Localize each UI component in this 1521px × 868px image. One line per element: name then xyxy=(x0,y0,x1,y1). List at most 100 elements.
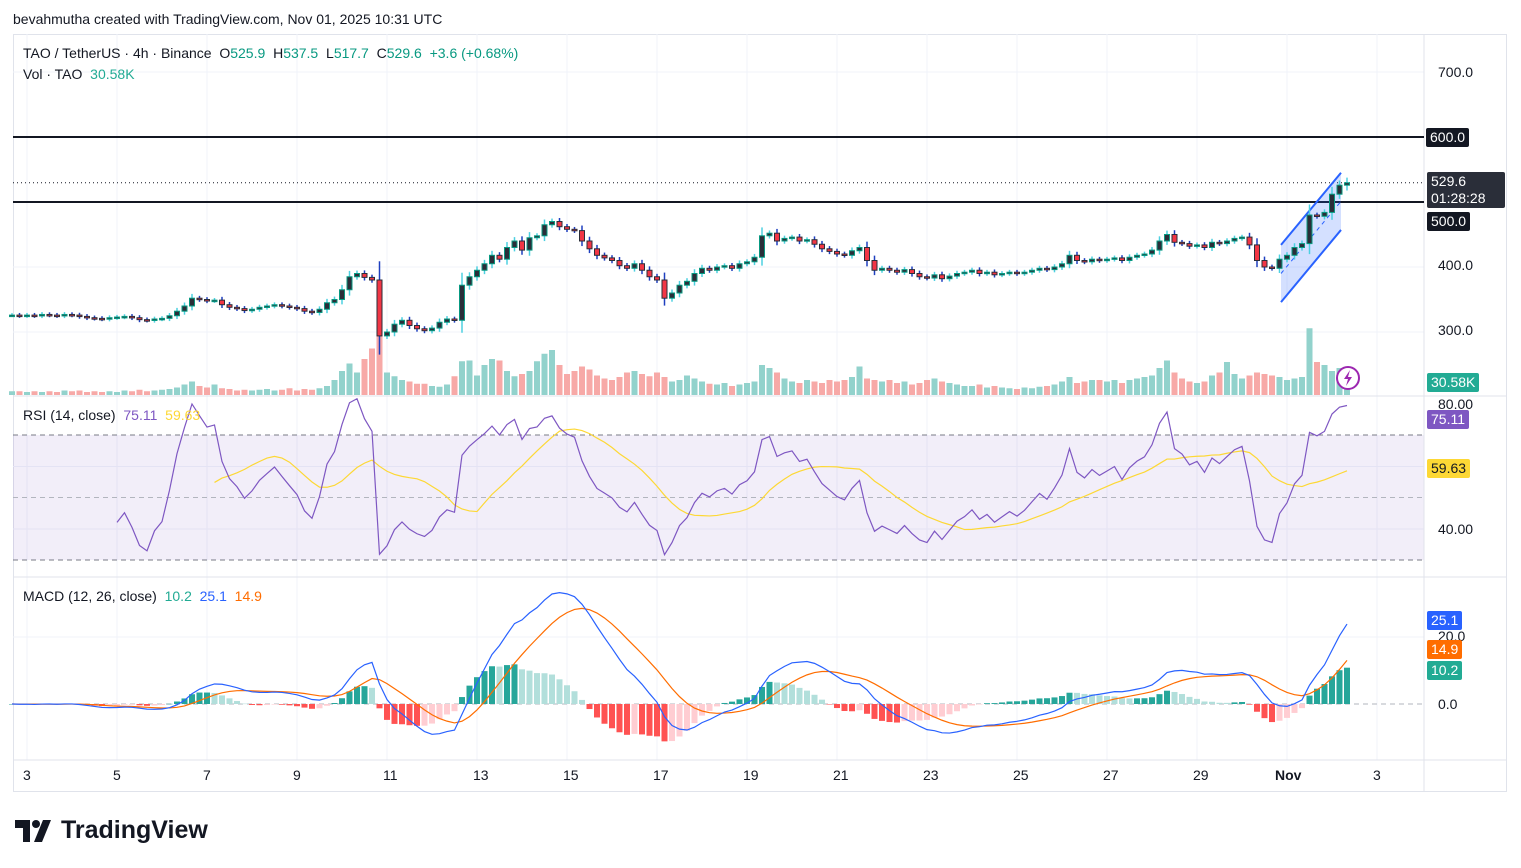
macd-histogram-bar xyxy=(1089,694,1095,704)
level-600-tag: 600.0 xyxy=(1426,128,1470,147)
macd-histogram-bar xyxy=(631,704,638,734)
volume-bars xyxy=(9,305,1350,395)
macd-histogram-bar xyxy=(879,704,885,721)
volume-bar xyxy=(609,380,615,395)
volume-bar xyxy=(526,371,533,395)
volume-bar xyxy=(841,380,848,395)
macd-histogram-bar xyxy=(474,677,480,704)
rsi-tick: 80.00 xyxy=(1438,396,1474,412)
rsi-legend: RSI (14, close) 75.11 59.63 xyxy=(23,407,200,423)
candle-up xyxy=(789,236,795,240)
volume-value: 30.58K xyxy=(90,66,135,82)
volume-bar xyxy=(646,376,653,395)
candle-down xyxy=(894,269,900,273)
time-tick: 29 xyxy=(1193,767,1209,783)
candle-up xyxy=(849,250,855,256)
volume-bar xyxy=(159,389,165,395)
candle-down xyxy=(294,306,300,310)
candle-up xyxy=(159,317,165,321)
lightning-icon[interactable] xyxy=(1336,366,1360,390)
volume-bar xyxy=(474,375,480,395)
candle-up xyxy=(9,314,15,318)
volume-bar xyxy=(939,381,945,395)
candle-down xyxy=(826,248,833,252)
candle-up xyxy=(384,331,390,337)
candle-up xyxy=(489,254,495,265)
volume-bar xyxy=(1231,374,1238,395)
close-label: C xyxy=(376,45,387,61)
candle-up xyxy=(1066,254,1073,265)
low-label: L xyxy=(326,45,334,61)
volume-bar xyxy=(301,389,308,395)
hist-tag: 10.2 xyxy=(1427,661,1463,680)
volume-bar xyxy=(781,378,788,395)
macd-histogram-bar xyxy=(151,704,158,706)
volume-bar xyxy=(654,372,660,395)
volume-bar xyxy=(871,380,878,395)
volume-bar xyxy=(31,391,38,395)
macd-histogram-bar xyxy=(931,704,938,718)
tradingview-logo: TradingView xyxy=(15,816,208,845)
volume-bar xyxy=(1089,380,1095,395)
candle-down xyxy=(451,318,458,321)
volume-bar xyxy=(826,380,833,395)
logo-text: TradingView xyxy=(61,816,208,844)
macd-histogram-bar xyxy=(669,704,675,742)
candle-down xyxy=(54,314,60,318)
macd-histogram-bar xyxy=(1164,690,1170,704)
macd-histogram-bar xyxy=(849,704,855,712)
rsi-line xyxy=(116,397,1348,557)
volume-bar xyxy=(1036,386,1043,395)
volume-bar xyxy=(189,381,195,395)
volume-bar xyxy=(1051,384,1058,395)
candle-down xyxy=(1179,241,1185,245)
author-credit: bevahmutha created with TradingView.com,… xyxy=(13,11,443,27)
macd-histogram-bar xyxy=(601,704,608,724)
candle-down xyxy=(301,308,308,312)
volume-legend: Vol · TAO 30.58K xyxy=(23,66,135,82)
candle-down xyxy=(586,240,593,250)
macd-histogram-bar xyxy=(774,682,780,704)
macd-histogram-bar xyxy=(616,704,623,733)
volume-bar xyxy=(1261,374,1268,395)
macd-histogram-bar xyxy=(946,704,953,715)
macd-histogram-bar xyxy=(916,704,923,721)
candle-up xyxy=(1006,271,1013,275)
time-tick: 3 xyxy=(23,767,31,783)
candle-up xyxy=(481,263,488,271)
volume-bar xyxy=(1284,380,1290,395)
macd-histogram-bar xyxy=(481,671,488,704)
candle-up xyxy=(969,269,975,273)
volume-bar xyxy=(481,365,488,395)
macd-histogram-bar xyxy=(309,704,315,709)
candle-up xyxy=(1239,236,1245,240)
macd-histogram-bar xyxy=(1179,694,1185,704)
macd-lines xyxy=(9,591,1350,742)
macd-histogram-bar xyxy=(1126,698,1133,704)
tradingview-logo-icon xyxy=(15,819,51,842)
macd-histogram-bar xyxy=(721,702,728,704)
macd-histogram-bar xyxy=(496,666,503,704)
candle-up xyxy=(1194,244,1200,247)
candle-up xyxy=(331,299,338,304)
candle-up xyxy=(24,314,30,318)
candle-down xyxy=(369,276,375,281)
macd-histogram-bar xyxy=(699,704,705,716)
candle-down xyxy=(1246,236,1253,246)
candle-up xyxy=(669,292,675,299)
macd-histogram-bar xyxy=(144,704,150,706)
volume-bar xyxy=(1269,375,1275,395)
candle-down xyxy=(1171,234,1178,243)
macd-histogram-bar xyxy=(339,698,345,704)
macd-histogram-bar xyxy=(211,692,218,704)
macd-histogram-bar xyxy=(736,699,743,704)
macd-histogram-bar xyxy=(999,702,1005,704)
macd-histogram-bar xyxy=(1186,696,1193,704)
candle-up xyxy=(954,273,960,277)
candle-down xyxy=(204,299,210,302)
candle-up xyxy=(676,284,683,294)
volume-bar xyxy=(1314,362,1320,395)
macd-histogram-bar xyxy=(969,704,975,706)
volume-bar xyxy=(849,377,855,395)
